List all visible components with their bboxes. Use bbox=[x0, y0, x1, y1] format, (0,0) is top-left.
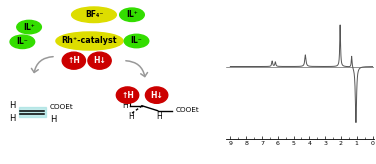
Circle shape bbox=[88, 52, 111, 69]
Text: H↓: H↓ bbox=[93, 56, 106, 65]
Text: ↑H: ↑H bbox=[67, 56, 80, 65]
Text: BF₄⁻: BF₄⁻ bbox=[85, 10, 103, 19]
Ellipse shape bbox=[56, 32, 123, 50]
Ellipse shape bbox=[120, 8, 144, 21]
Ellipse shape bbox=[17, 20, 41, 34]
Polygon shape bbox=[19, 107, 46, 117]
Ellipse shape bbox=[71, 7, 116, 22]
Text: COOEt: COOEt bbox=[176, 107, 200, 113]
Text: H↓: H↓ bbox=[150, 91, 163, 100]
Text: H: H bbox=[128, 112, 134, 121]
Text: H: H bbox=[9, 101, 15, 110]
Text: H: H bbox=[50, 115, 57, 124]
Circle shape bbox=[62, 52, 85, 69]
Text: ↑H: ↑H bbox=[121, 91, 134, 100]
Text: H: H bbox=[156, 112, 162, 121]
Text: IL⁺: IL⁺ bbox=[126, 10, 138, 19]
Text: H: H bbox=[123, 101, 128, 110]
Text: IL⁻: IL⁻ bbox=[130, 37, 143, 45]
Circle shape bbox=[116, 87, 139, 103]
Text: Rh⁺-catalyst: Rh⁺-catalyst bbox=[62, 37, 117, 45]
Text: IL⁺: IL⁺ bbox=[23, 23, 35, 31]
Text: IL⁻: IL⁻ bbox=[17, 37, 28, 46]
Text: H: H bbox=[9, 114, 15, 123]
Circle shape bbox=[146, 87, 168, 103]
Ellipse shape bbox=[124, 34, 149, 48]
Ellipse shape bbox=[10, 35, 35, 49]
Text: COOEt: COOEt bbox=[50, 104, 73, 110]
